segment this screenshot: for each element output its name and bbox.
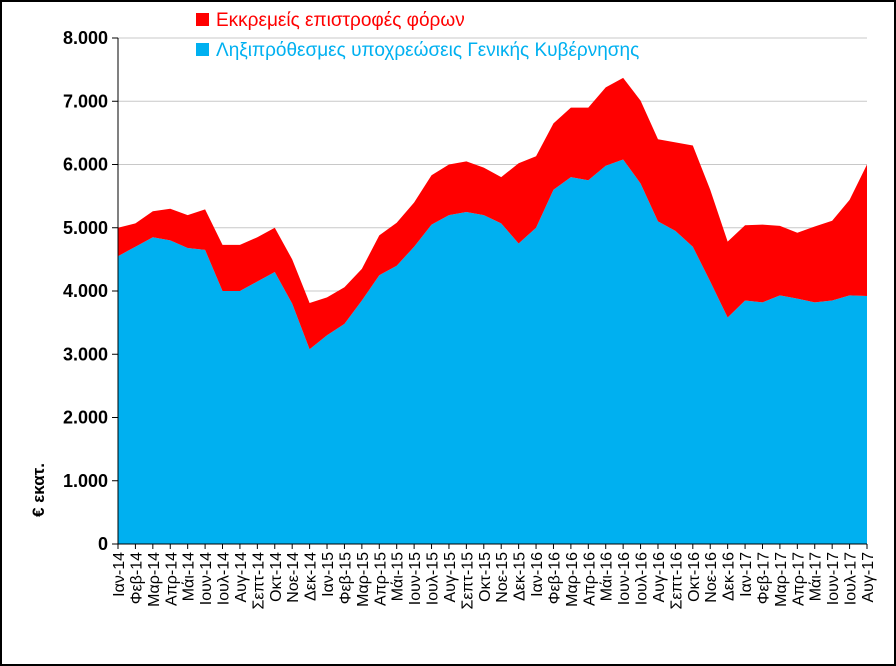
x-tick-label: Δεκ-15 <box>512 552 529 601</box>
x-tick-label: Νοε-16 <box>703 552 720 603</box>
x-tick-label: Απρ-17 <box>790 552 807 606</box>
y-tick-label: 5.000 <box>63 218 108 238</box>
x-tick-label: Αυγ-16 <box>651 552 668 603</box>
x-axis-ticks: Ιαν-14 Φεβ-14 Μαρ-14 Απρ-14 Μάι-14 Ιουν-14 Ιου… <box>111 544 877 610</box>
x-tick-label: Σεπτ-15 <box>459 552 476 610</box>
x-tick-label: Ιουλ-14 <box>216 552 233 605</box>
area-series-2 <box>118 77 867 350</box>
y-axis-title: € εκατ. <box>29 463 48 517</box>
x-tick-label: Νοε-15 <box>494 552 511 603</box>
x-tick-label: Φεβ-16 <box>546 552 563 604</box>
x-tick-label: Ιουν-16 <box>616 552 633 605</box>
y-tick-label: 7.000 <box>63 91 108 111</box>
x-tick-label: Δεκ-14 <box>303 552 320 601</box>
x-tick-label: Φεβ-14 <box>128 552 145 604</box>
x-tick-label: Μαρ-16 <box>564 552 581 607</box>
x-tick-label: Αυγ-14 <box>233 552 250 603</box>
x-tick-label: Οκτ-15 <box>477 552 494 602</box>
x-tick-label: Μάι-15 <box>390 552 407 601</box>
x-tick-label: Ιουν-15 <box>407 552 424 605</box>
x-tick-label: Οκτ-14 <box>268 552 285 602</box>
area-series <box>118 77 867 544</box>
x-tick-label: Μαρ-17 <box>773 552 790 607</box>
x-tick-label: Οκτ-16 <box>686 552 703 602</box>
x-tick-label: Απρ-16 <box>581 552 598 606</box>
y-tick-label: 2.000 <box>63 408 108 428</box>
x-tick-label: Μάι-14 <box>181 552 198 601</box>
x-tick-label: Αυγ-15 <box>442 552 459 603</box>
x-tick-label: Ιουν-17 <box>825 552 842 605</box>
y-tick-label: 4.000 <box>63 281 108 301</box>
y-tick-label: 8.000 <box>63 28 108 48</box>
y-tick-label: 1.000 <box>63 471 108 491</box>
legend-label: Ληξιπρόθεσμες υποχρεώσεις Γενικής Κυβέρν… <box>216 40 639 61</box>
x-tick-label: Απρ-15 <box>372 552 389 606</box>
x-tick-label: Σεπτ-14 <box>250 552 267 610</box>
y-tick-label: 0 <box>98 534 108 554</box>
x-tick-label: Ιουν-14 <box>198 552 215 605</box>
x-tick-label: Φεβ-15 <box>337 552 354 604</box>
x-tick-label: Ιαν-16 <box>529 552 546 597</box>
x-tick-label: Ιαν-15 <box>320 552 337 597</box>
x-tick-label: Ιουλ-17 <box>843 552 860 605</box>
y-axis-ticks: 0 1.000 2.000 3.000 4.000 5.000 6.000 7.000 8.00… <box>63 28 118 554</box>
legend-swatch <box>196 13 209 26</box>
x-tick-label: Μάι-16 <box>599 552 616 601</box>
legend-swatch <box>196 43 209 56</box>
x-tick-label: Ιουλ-16 <box>634 552 651 605</box>
x-tick-label: Ιουλ-15 <box>425 552 442 605</box>
x-tick-label: Μάι-17 <box>808 552 825 601</box>
x-tick-label: Νοε-14 <box>285 552 302 603</box>
x-tick-label: Μαρ-15 <box>355 552 372 607</box>
x-tick-label: Αυγ-17 <box>860 552 877 603</box>
x-tick-label: Δεκ-16 <box>721 552 738 601</box>
x-tick-label: Ιαν-14 <box>111 552 128 597</box>
area-series-1 <box>118 159 867 544</box>
y-tick-label: 6.000 <box>63 155 108 175</box>
x-tick-label: Μαρ-14 <box>146 552 163 607</box>
y-tick-label: 3.000 <box>63 344 108 364</box>
x-tick-label: Ιαν-17 <box>738 552 755 597</box>
x-tick-label: Σεπτ-16 <box>668 552 685 610</box>
x-tick-label: Απρ-14 <box>163 552 180 606</box>
x-tick-label: Φεβ-17 <box>755 552 772 604</box>
legend-label: Εκκρεμείς επιστροφές φόρων <box>216 10 465 31</box>
legend: Εκκρεμείς επιστροφές φόρων Ληξιπρόθεσμες … <box>196 10 639 61</box>
